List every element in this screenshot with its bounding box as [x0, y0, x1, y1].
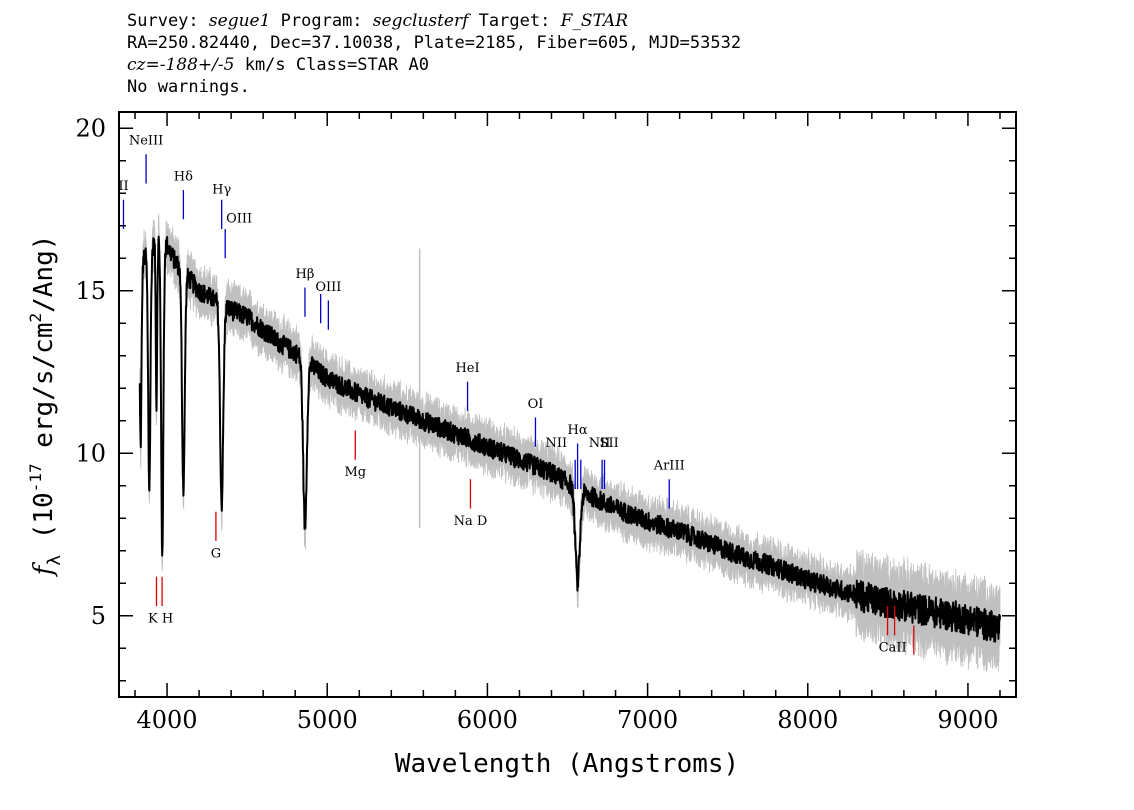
y-tick-label: 5	[91, 602, 106, 630]
emission-label: NeIII	[129, 134, 163, 149]
cz-value: -188+/-5	[159, 55, 235, 75]
absorption-label: Mg	[344, 465, 366, 480]
absorption-label: K H	[148, 611, 173, 626]
emission-label: OIII	[315, 280, 341, 295]
header-line-1: Survey: segue1 Program: segclusterf Targ…	[127, 10, 741, 32]
y-axis-title-part: -17	[26, 463, 45, 492]
emission-label: Hβ	[296, 267, 315, 282]
y-axis-title-part: /Ang)	[29, 235, 59, 313]
x-tick-label: 9000	[937, 706, 998, 734]
emission-label: OI	[528, 397, 544, 412]
target-label: Target:	[478, 11, 551, 31]
emission-label: HeI	[455, 361, 479, 376]
absorption-label: G	[211, 546, 221, 561]
emission-label: Hδ	[174, 169, 193, 184]
x-tick-label: 6000	[457, 706, 518, 734]
emission-label: NII	[589, 436, 611, 451]
emission-label: ArIII	[653, 459, 685, 474]
y-axis-title-part: 2	[26, 313, 45, 323]
x-tick-label: 8000	[777, 706, 838, 734]
absorption-label: CaII	[879, 641, 907, 656]
program-value: segclusterf	[372, 11, 469, 31]
line-markers: NeIIIIIHδHγOIIIHβOIIIHeIOINIIHαNIISIIArI…	[118, 134, 915, 656]
y-tick-label: 15	[75, 277, 106, 305]
target-value: F_STAR	[560, 11, 628, 31]
flux-series	[138, 235, 1001, 643]
flux-line	[138, 235, 1001, 643]
absorption-label: Na D	[454, 514, 488, 529]
x-axis-title: Wavelength (Angstroms)	[395, 749, 739, 779]
survey-label: Survey:	[127, 11, 199, 31]
class-text: km/s Class=STAR A0	[234, 55, 429, 75]
y-axis-title-part: λ	[44, 555, 65, 566]
emission-label: OIII	[226, 212, 252, 227]
emission-label: SII	[600, 436, 619, 451]
y-tick-label: 10	[75, 439, 106, 467]
header-line-3: cz=-188+/-5 km/s Class=STAR A0	[127, 54, 741, 76]
y-axis-title: fλ (10-17 erg/s/cm2/Ang)	[26, 235, 65, 578]
emission-label: Hα	[568, 423, 588, 438]
x-tick-label: 4000	[137, 706, 198, 734]
emission-label: NII	[545, 436, 567, 451]
y-tick-label: 20	[75, 114, 106, 142]
x-tick-label: 5000	[297, 706, 358, 734]
program-label: Program:	[280, 11, 363, 31]
survey-value: segue1	[208, 11, 271, 31]
header-line-4: No warnings.	[127, 77, 250, 97]
plot-frame	[118, 111, 1017, 698]
x-tick-label: 7000	[617, 706, 678, 734]
emission-label: Hγ	[212, 182, 231, 197]
axes: 4000 5000 6000 7000 8000 9000 5 10 15 20	[75, 111, 1017, 734]
cz-prefix: cz=	[127, 55, 160, 75]
header-line-2: RA=250.82440, Dec=37.10038, Plate=2185, …	[127, 33, 742, 53]
emission-label: II	[118, 179, 128, 194]
y-axis-title-part: (10	[29, 492, 59, 555]
y-axis-title-part: erg/s/cm	[29, 323, 59, 464]
spectrum-header: Survey: segue1 Program: segclusterf Targ…	[127, 10, 741, 98]
